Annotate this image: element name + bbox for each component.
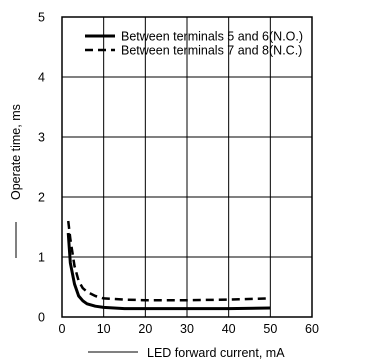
y-axis-title-group: Operate time, ms xyxy=(9,104,23,258)
x-tick-label: 20 xyxy=(138,322,152,336)
series-line-nc xyxy=(67,220,271,302)
x-tick-label: 0 xyxy=(59,322,66,336)
y-tick-label: 3 xyxy=(38,131,45,145)
x-tick-label: 30 xyxy=(180,322,194,336)
x-tick-label: 40 xyxy=(222,322,236,336)
y-tick-label: 4 xyxy=(38,71,45,85)
x-tick-label: 10 xyxy=(97,322,111,336)
y-axis-title: Operate time, ms xyxy=(9,104,23,200)
legend-label-no: Between terminals 5 and 6(N.O.) xyxy=(121,30,303,44)
plot-frame xyxy=(61,16,313,318)
x-axis-title-group: LED forward current, mA xyxy=(88,346,285,360)
legend: Between terminals 5 and 6(N.O.) Between … xyxy=(85,30,303,58)
grid-lines xyxy=(62,17,312,317)
y-tick-label: 0 xyxy=(38,311,45,325)
x-tick-label: 60 xyxy=(305,322,319,336)
x-tick-label: 50 xyxy=(263,322,277,336)
x-axis-title: LED forward current, mA xyxy=(147,346,285,360)
legend-label-nc: Between terminals 7 and 8(N.C.) xyxy=(121,44,302,58)
y-tick-label: 1 xyxy=(38,251,45,265)
y-tick-label: 2 xyxy=(38,191,45,205)
tick-labels: 0 10 20 30 40 50 60 0 1 2 3 4 5 xyxy=(38,11,319,337)
y-tick-label: 5 xyxy=(38,11,45,25)
series-lines xyxy=(66,220,271,311)
series-line-no xyxy=(66,232,271,311)
